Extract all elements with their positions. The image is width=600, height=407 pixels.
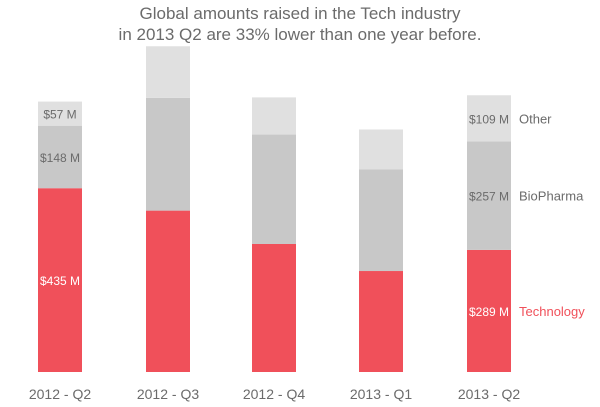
x-tick-label-5: 2013 - Q2 [458,386,520,402]
data-label-other-1: $57 M [43,108,76,122]
bar-segment-technology-2 [146,210,190,372]
chart-title-line-1: Global amounts raised in the Tech indust… [139,4,461,23]
bar-segment-biopharma-3 [252,134,296,244]
bar-segment-other-1 [38,101,82,126]
bar-segment-biopharma-1 [38,125,82,189]
bar-segment-other-3 [252,97,296,135]
data-label-biopharma-1: $148 M [40,151,80,165]
x-tick-label-3: 2012 - Q4 [243,386,305,402]
legend-label-technology: Technology [519,304,585,319]
bar-segment-biopharma-4 [359,169,403,272]
bar-segment-other-5 [467,95,511,142]
bar-segment-technology-3 [252,243,296,372]
data-label-technology-1: $435 M [40,274,80,288]
bar-segment-technology-4 [359,271,403,372]
bar-segment-technology-5 [467,249,511,372]
legend-label-biopharma: BioPharma [519,189,584,204]
bar-segment-biopharma-5 [467,141,511,250]
bar-segment-biopharma-2 [146,97,190,211]
x-tick-label-4: 2013 - Q1 [350,386,412,402]
data-label-technology-5: $289 M [469,305,509,319]
bar-segment-other-2 [146,46,190,98]
legend-label-other: Other [519,111,552,126]
data-label-other-5: $109 M [469,112,509,126]
x-tick-label-1: 2012 - Q2 [29,386,91,402]
chart-title-line-2: in 2013 Q2 are 33% lower than one year b… [118,25,482,44]
bar-segment-other-4 [359,129,403,170]
data-label-biopharma-5: $257 M [469,190,509,204]
x-tick-label-2: 2012 - Q3 [137,386,199,402]
bar-segment-technology-1 [38,188,82,372]
